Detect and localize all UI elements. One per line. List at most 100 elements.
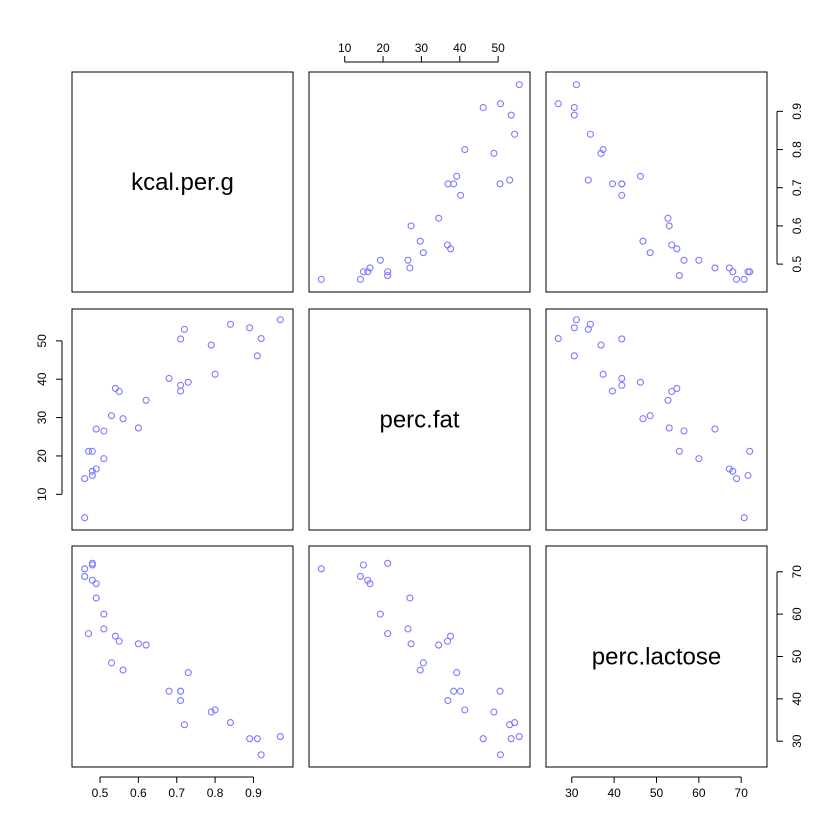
y-tick-label-perc-fat-2: 30 — [35, 411, 49, 425]
point-r1c3-26 — [711, 264, 719, 272]
point-r3c1-6 — [84, 630, 93, 638]
point-r3c1-27 — [111, 632, 119, 640]
panel-2-1-frame — [71, 308, 294, 531]
point-r3c1-14 — [177, 696, 185, 705]
point-r3c1-21 — [107, 659, 116, 667]
y-tick-label-perc-lactose-0: 30 — [790, 734, 804, 748]
point-r2c3-17 — [664, 396, 672, 404]
x-tick-label-perc-fat-2: 30 — [415, 41, 429, 55]
point-r1c2-19 — [511, 130, 519, 138]
y-tick-label-kcal-per-g-1: 0.6 — [790, 217, 804, 234]
point-r2c3-22 — [668, 387, 676, 396]
point-r2c1-16 — [165, 374, 173, 383]
point-r3c1-1 — [92, 580, 100, 588]
point-r2c3-7 — [639, 415, 647, 423]
point-r3c2-13 — [450, 687, 458, 695]
point-r2c3-3 — [733, 475, 741, 483]
diagonal-label-perc-lactose: perc.lactose — [592, 644, 721, 671]
point-r1c2-2 — [376, 256, 384, 264]
x-tick-label-perc-fat-0: 10 — [338, 41, 352, 55]
point-r2c1-27 — [111, 384, 119, 392]
y-tick-label-kcal-per-g-2: 0.7 — [790, 179, 804, 196]
point-r1c2-15 — [453, 172, 461, 180]
point-r3c2-23 — [490, 708, 498, 716]
point-r1c3-12 — [740, 275, 748, 283]
point-r2c3-26 — [711, 425, 719, 433]
point-r3c1-24 — [100, 625, 108, 633]
point-r2c1-11 — [211, 370, 219, 378]
point-r1c3-22 — [668, 241, 676, 249]
point-r2c3-5 — [665, 424, 673, 432]
point-r1c3-7 — [639, 237, 647, 245]
point-r1c3-9 — [570, 103, 578, 112]
point-r2c1-3 — [81, 475, 89, 483]
point-r3c2-12 — [317, 565, 325, 573]
point-r3c1-28 — [88, 576, 96, 584]
point-r2c3-28 — [729, 467, 737, 475]
point-r1c2-8 — [507, 111, 515, 119]
point-r3c2-8 — [507, 735, 515, 743]
point-r2c3-25 — [746, 447, 754, 455]
point-r3c2-28 — [364, 576, 372, 584]
point-r2c3-27 — [673, 384, 681, 392]
point-r3c1-12 — [81, 565, 89, 573]
panel-1-2-frame — [308, 71, 531, 293]
point-r2c3-15 — [636, 378, 644, 386]
point-r2c3-4 — [744, 471, 752, 480]
point-r3c2-27 — [447, 632, 455, 640]
point-r3c2-6 — [384, 630, 392, 638]
point-r3c2-9 — [479, 735, 487, 743]
point-r3c2-11 — [461, 706, 469, 714]
x-tick-label-perc-fat-1: 20 — [376, 41, 390, 55]
point-r1c2-23 — [490, 149, 498, 157]
point-r1c2-1 — [366, 264, 374, 272]
point-r1c2-14 — [444, 180, 452, 188]
x-tick-label-kcal-per-g-3: 0.8 — [207, 786, 224, 800]
point-r2c1-9 — [253, 352, 261, 360]
point-r1c2-7 — [416, 237, 424, 245]
point-r1c2-11 — [461, 145, 469, 154]
point-r2c1-13 — [177, 381, 185, 389]
panel-1-3-frame — [545, 71, 768, 293]
point-r3c1-10 — [257, 751, 265, 759]
panel-3-3-frame — [545, 545, 768, 768]
x-tick-label-perc-lactose-0: 30 — [565, 786, 579, 800]
point-r2c3-8 — [570, 324, 578, 332]
point-r1c3-8 — [570, 111, 578, 119]
point-r1c3-11 — [599, 145, 607, 154]
point-r3c1-18 — [276, 733, 284, 741]
point-r1c2-28 — [364, 268, 372, 276]
point-r2c1-21 — [107, 412, 116, 420]
point-r2c1-10 — [257, 335, 265, 343]
point-r3c1-2 — [100, 610, 108, 618]
point-r2c1-18 — [276, 316, 284, 324]
point-r1c2-4 — [359, 268, 368, 276]
point-r3c1-26 — [92, 594, 100, 602]
point-r1c2-6 — [384, 272, 392, 280]
point-r2c3-24 — [680, 427, 688, 435]
point-r1c3-20 — [584, 176, 592, 184]
point-r1c3-1 — [725, 264, 733, 272]
point-r2c3-29 — [618, 335, 626, 343]
point-r1c3-5 — [665, 222, 673, 230]
point-r3c2-16 — [456, 687, 465, 695]
x-tick-label-perc-lactose-3: 60 — [692, 786, 706, 800]
point-r1c3-27 — [673, 245, 681, 253]
point-r1c2-24 — [404, 256, 412, 264]
point-r1c2-9 — [479, 103, 487, 112]
point-r3c1-23 — [207, 708, 215, 716]
point-r2c3-16 — [618, 374, 626, 383]
point-r2c1-12 — [81, 514, 89, 522]
y-tick-label-kcal-per-g-3: 0.8 — [790, 141, 804, 158]
point-r1c3-23 — [597, 149, 605, 157]
point-r2c3-23 — [597, 341, 605, 349]
point-r3c2-25 — [384, 559, 392, 567]
point-r1c2-26 — [406, 264, 414, 272]
point-r1c2-12 — [317, 275, 325, 283]
point-r2c3-11 — [599, 370, 607, 378]
point-r3c2-18 — [515, 733, 523, 741]
y-tick-label-kcal-per-g-4: 0.9 — [790, 103, 804, 120]
y-tick-label-perc-lactose-4: 70 — [790, 565, 804, 579]
point-r1c2-21 — [419, 249, 427, 257]
point-r1c3-10 — [554, 100, 562, 108]
